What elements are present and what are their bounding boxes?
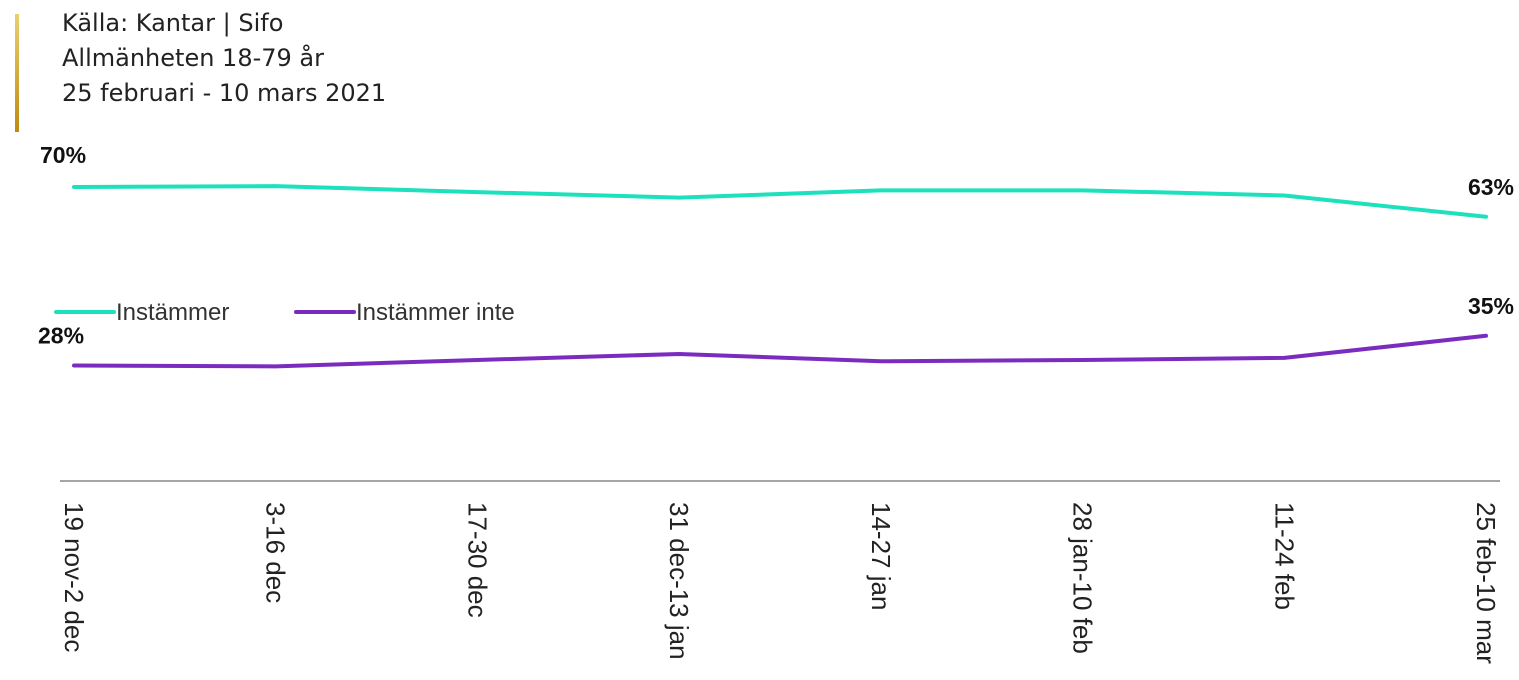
accent-bar	[15, 14, 19, 132]
x-tick-label: 11-24 feb	[1269, 502, 1299, 610]
x-tick-label: 25 feb-10 mar	[1471, 502, 1501, 664]
data-label-last: 63%	[1468, 174, 1514, 200]
x-tick-label: 3-16 dec	[261, 502, 291, 603]
legend-label: Instämmer	[116, 299, 229, 326]
legend-label: Instämmer inte	[356, 299, 515, 326]
series-line-instammer-inte	[72, 333, 1488, 369]
data-label-first: 70%	[40, 142, 86, 168]
legend-item-instammer-inte[interactable]: Instämmer inte	[294, 299, 515, 326]
x-tick-label: 19 nov-2 dec	[59, 502, 89, 652]
x-tick-label: 17-30 dec	[462, 502, 492, 618]
x-tick-label: 28 jan-10 feb	[1068, 502, 1098, 654]
period-line: 25 februari - 10 mars 2021	[62, 79, 387, 107]
series-line-instammer	[72, 184, 1488, 219]
legend-item-instammer[interactable]: Instämmer	[54, 299, 229, 326]
source-block: Källa: Kantar | Sifo Allmänheten 18-79 å…	[62, 6, 386, 111]
data-label-last: 35%	[1468, 293, 1514, 319]
data-label-first: 28%	[38, 323, 84, 349]
x-tick-label: 31 dec-13 jan	[664, 502, 694, 660]
population-line: Allmänheten 18-79 år	[62, 44, 324, 72]
source-line: Källa: Kantar | Sifo	[62, 9, 284, 37]
x-tick-label: 14-27 jan	[866, 502, 896, 610]
